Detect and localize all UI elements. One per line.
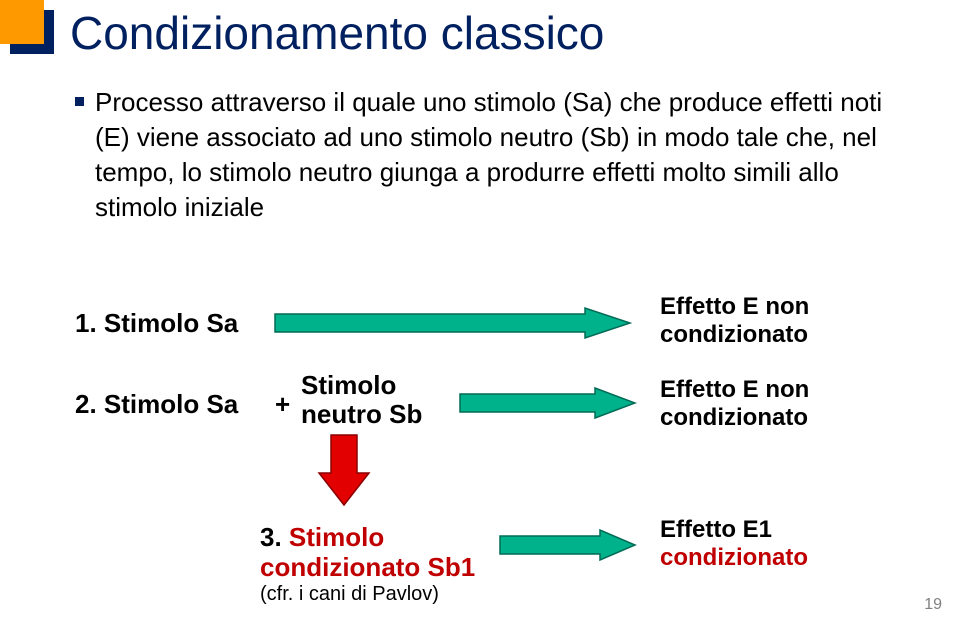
bullet-text: Processo attraverso il quale uno stimolo… xyxy=(95,85,890,225)
row3-effect-line2: condizionato xyxy=(660,544,808,571)
row2-neutro-line1: Stimolo xyxy=(301,370,396,400)
row3-stim: Stimolo xyxy=(289,522,384,552)
bullet-square-icon xyxy=(75,97,84,106)
arrow-green-1 xyxy=(275,308,630,338)
corner-accent-orange xyxy=(0,0,44,44)
row2-effect: Effetto E non condizionato xyxy=(660,376,809,431)
arrow-green-2 xyxy=(460,388,635,418)
row2-neutro-line2: neutro Sb xyxy=(301,399,422,429)
row3-effect-line1: Effetto E1 xyxy=(660,516,772,543)
slide: Condizionamento classico Processo attrav… xyxy=(0,0,960,626)
row1-effect-line1: Effetto E non xyxy=(660,293,809,320)
slide-title: Condizionamento classico xyxy=(70,6,604,60)
row3-cond: condizionato Sb1 xyxy=(260,552,475,583)
row2-plus: + xyxy=(275,389,290,420)
row2-label: 2. Stimolo Sa xyxy=(75,389,238,420)
page-number: 19 xyxy=(924,596,942,614)
row3-num: 3. xyxy=(260,522,289,552)
row1-effect-line2: condizionato xyxy=(660,321,808,348)
row1-effect: Effetto E non condizionato xyxy=(660,293,809,348)
row3-line1: 3. Stimolo xyxy=(260,522,384,553)
bullet-content: Processo attraverso il quale uno stimolo… xyxy=(95,87,882,222)
row2-effect-line2: condizionato xyxy=(660,404,808,431)
arrow-green-3 xyxy=(500,530,635,560)
row3-effect: Effetto E1 condizionato xyxy=(660,516,808,571)
row3-pavlov: (cfr. i cani di Pavlov) xyxy=(260,583,439,606)
arrow-red-down xyxy=(319,435,369,505)
row2-effect-line1: Effetto E non xyxy=(660,376,809,403)
row2-neutro: Stimolo neutro Sb xyxy=(301,371,422,428)
row1-label: 1. Stimolo Sa xyxy=(75,308,238,339)
